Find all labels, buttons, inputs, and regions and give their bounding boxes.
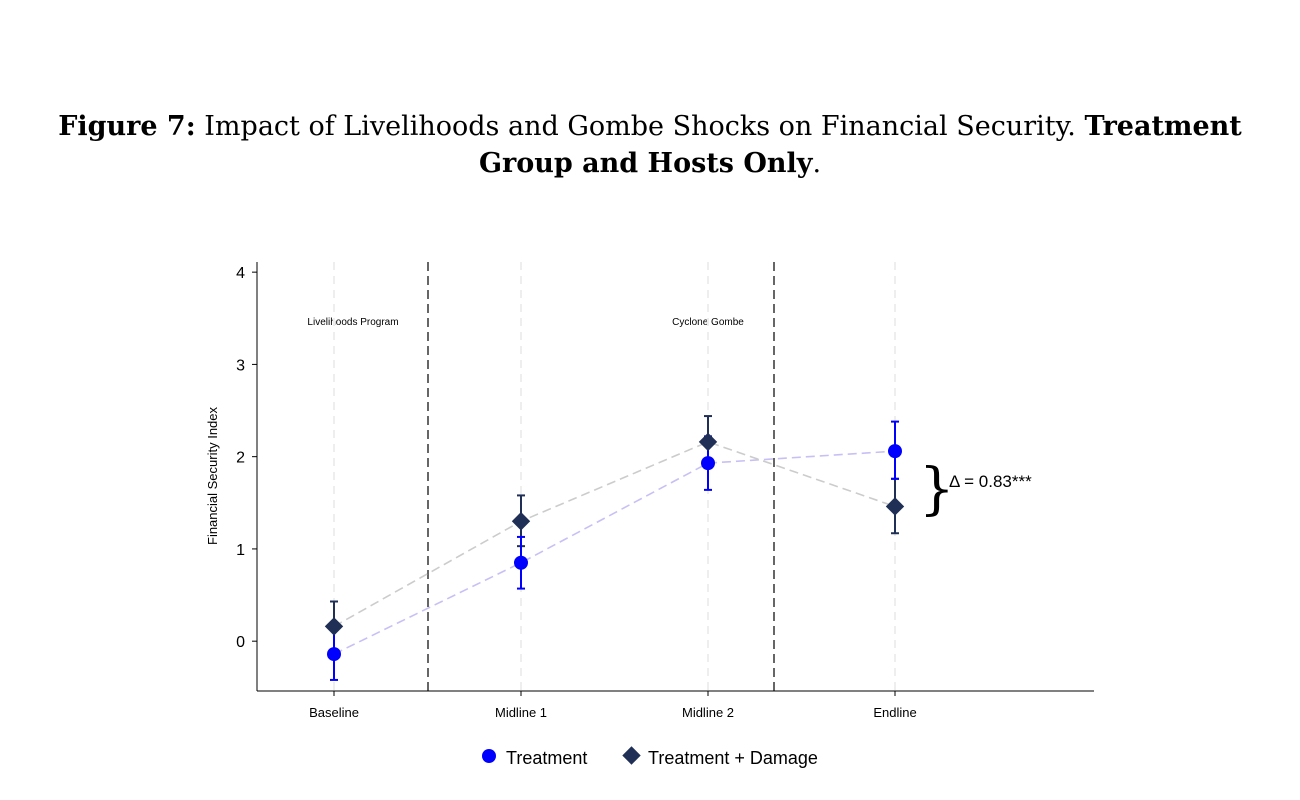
legend-marker-damage (622, 746, 641, 765)
data-point-treatment (888, 444, 902, 459)
series-line (333, 450, 896, 655)
figure-label: Figure 7: (58, 111, 196, 142)
x-tick-label: Midline 2 (682, 705, 734, 720)
y-tick-label: 2 (236, 450, 245, 467)
legend-label-damage: Treatment + Damage (648, 748, 818, 768)
brace-icon: } (919, 457, 955, 522)
x-tick-label: Endline (873, 705, 916, 720)
series-line (333, 441, 896, 628)
delta-annotation: Δ = 0.83*** (949, 472, 1032, 491)
y-axis-label: Financial Security Index (205, 406, 220, 545)
data-point-damage (324, 617, 344, 636)
y-tick-label: 1 (236, 542, 245, 559)
y-tick-label: 4 (236, 265, 245, 282)
data-point-treatment (327, 647, 341, 662)
caption-end: . (812, 148, 822, 179)
legend-label-treatment: Treatment (506, 748, 587, 768)
caption-bold: Treatment Group and Hosts Only (478, 111, 1242, 179)
figure-caption: Figure 7: Impact of Livelihoods and Gomb… (40, 108, 1260, 182)
x-tick-label: Midline 1 (495, 705, 547, 720)
x-tick-label: Baseline (309, 705, 359, 720)
legend-marker-treatment (482, 749, 496, 763)
data-point-damage (885, 497, 905, 516)
data-point-damage (698, 432, 718, 452)
legend: Treatment Treatment + Damage (482, 746, 818, 768)
y-tick-label: 3 (236, 357, 245, 374)
data-point-damage (511, 512, 531, 531)
y-tick-label: 0 (236, 634, 245, 651)
event-label-livelihoods: Livelihoods Program (307, 317, 398, 328)
caption-text: Impact of Livelihoods and Gombe Shocks o… (195, 111, 1085, 142)
data-point-treatment (701, 456, 715, 471)
data-point-treatment (514, 555, 528, 570)
